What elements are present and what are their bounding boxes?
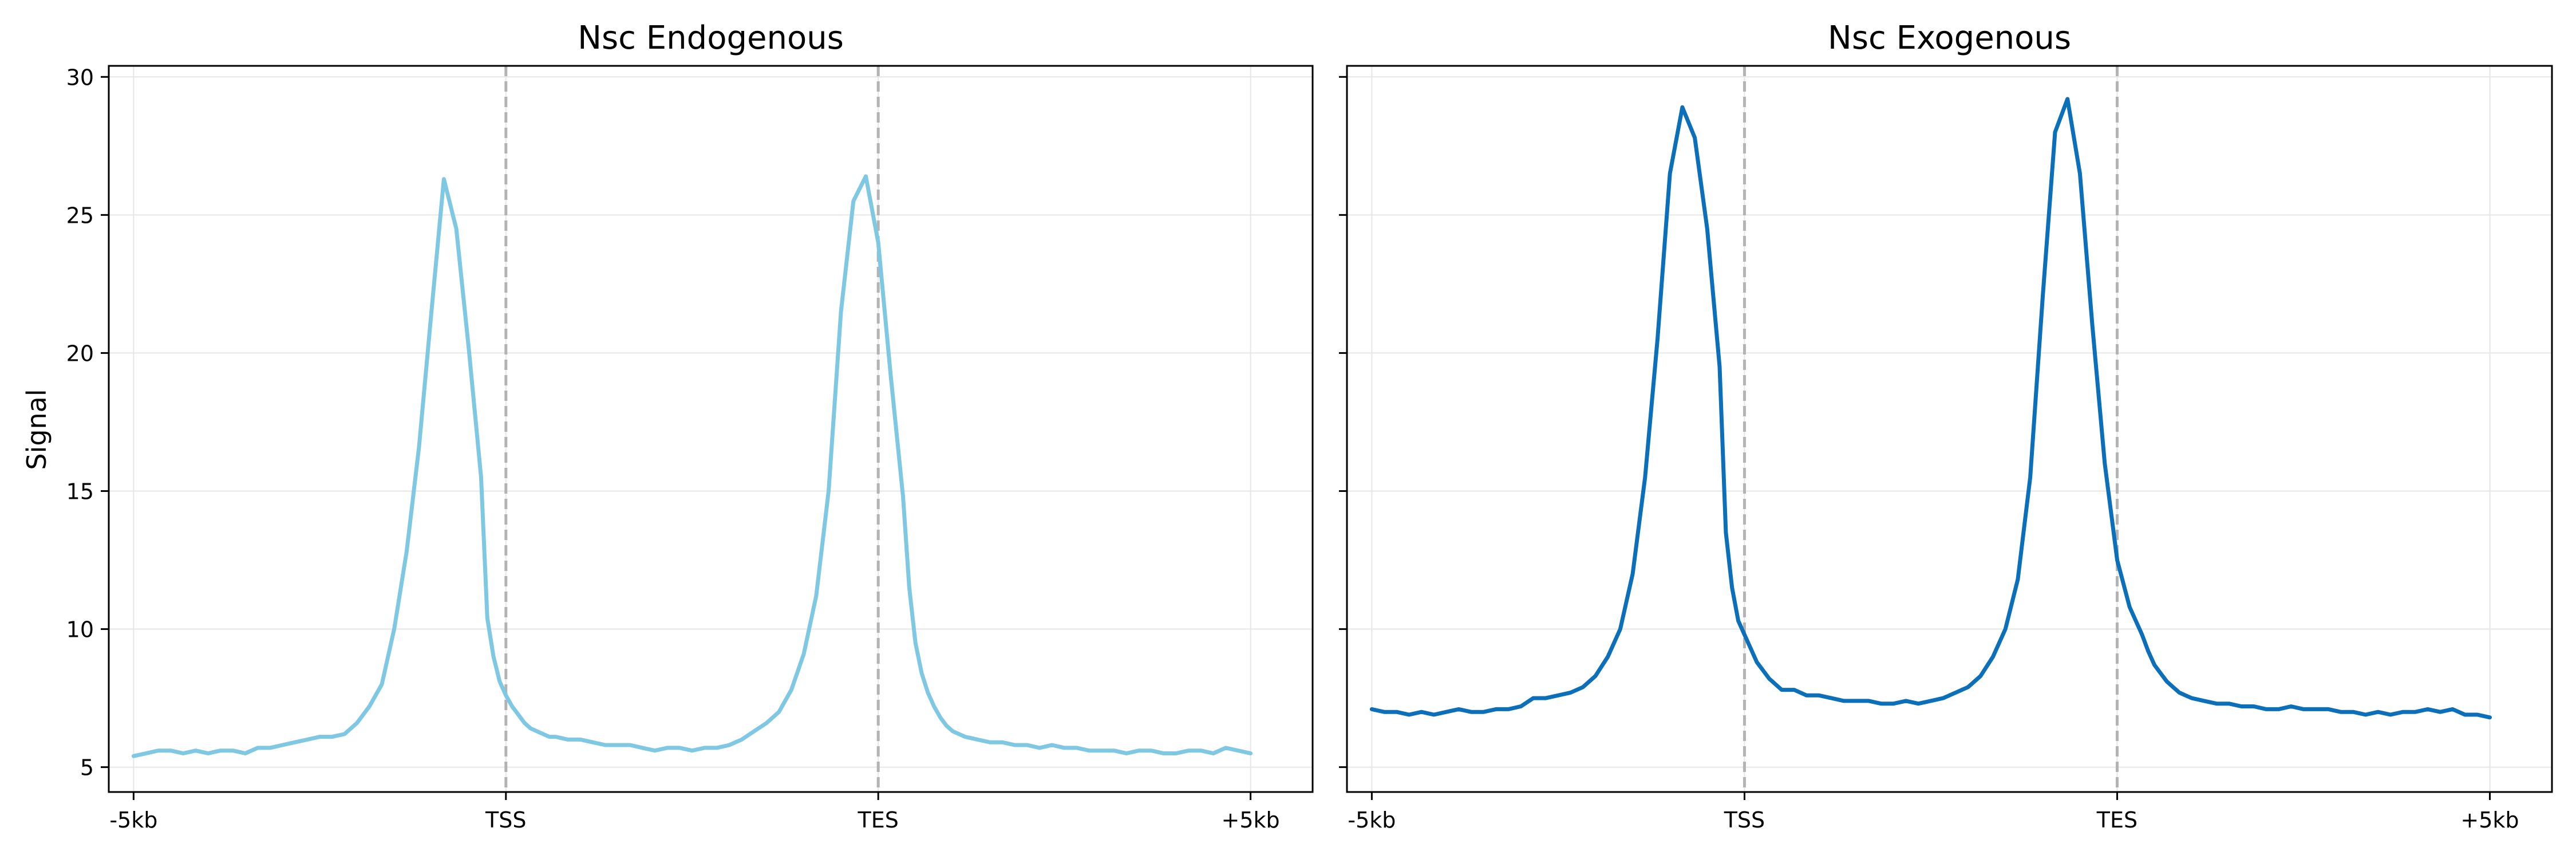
series-line [1369,97,2492,720]
x-tick-label: -5kb [1348,807,1396,833]
series-line [131,174,1253,758]
y-tick-label: 5 [80,755,94,781]
x-tick-label: -5kb [109,807,157,833]
x-tick-label: TSS [1724,807,1765,833]
y-tick-label: 15 [66,479,94,504]
y-tick-label: 10 [66,617,94,643]
y-tick-label: 25 [66,203,94,228]
axes-frame [1346,65,2553,793]
y-tick-label: 20 [66,341,94,366]
axes-frame [108,65,1314,793]
x-tick-label: TES [858,807,899,833]
x-tick-label: +5kb [1222,807,1280,833]
y-tick-label: 30 [66,65,94,90]
y-axis-label: Signal [21,389,52,470]
x-tick-label: TES [2096,807,2138,833]
x-tick-label: +5kb [2460,807,2519,833]
x-tick-label: TSS [485,807,526,833]
panel-exogenous: -5kb TSS TES +5kb Nsc Exogenous [1339,19,2553,833]
panel-endogenous: 5 10 15 20 25 30 -5kb TSS TES +5kb Nsc Endogenous [66,19,1314,833]
chart-title: Nsc Endogenous [578,19,844,57]
chart-title: Nsc Exogenous [1828,19,2071,57]
